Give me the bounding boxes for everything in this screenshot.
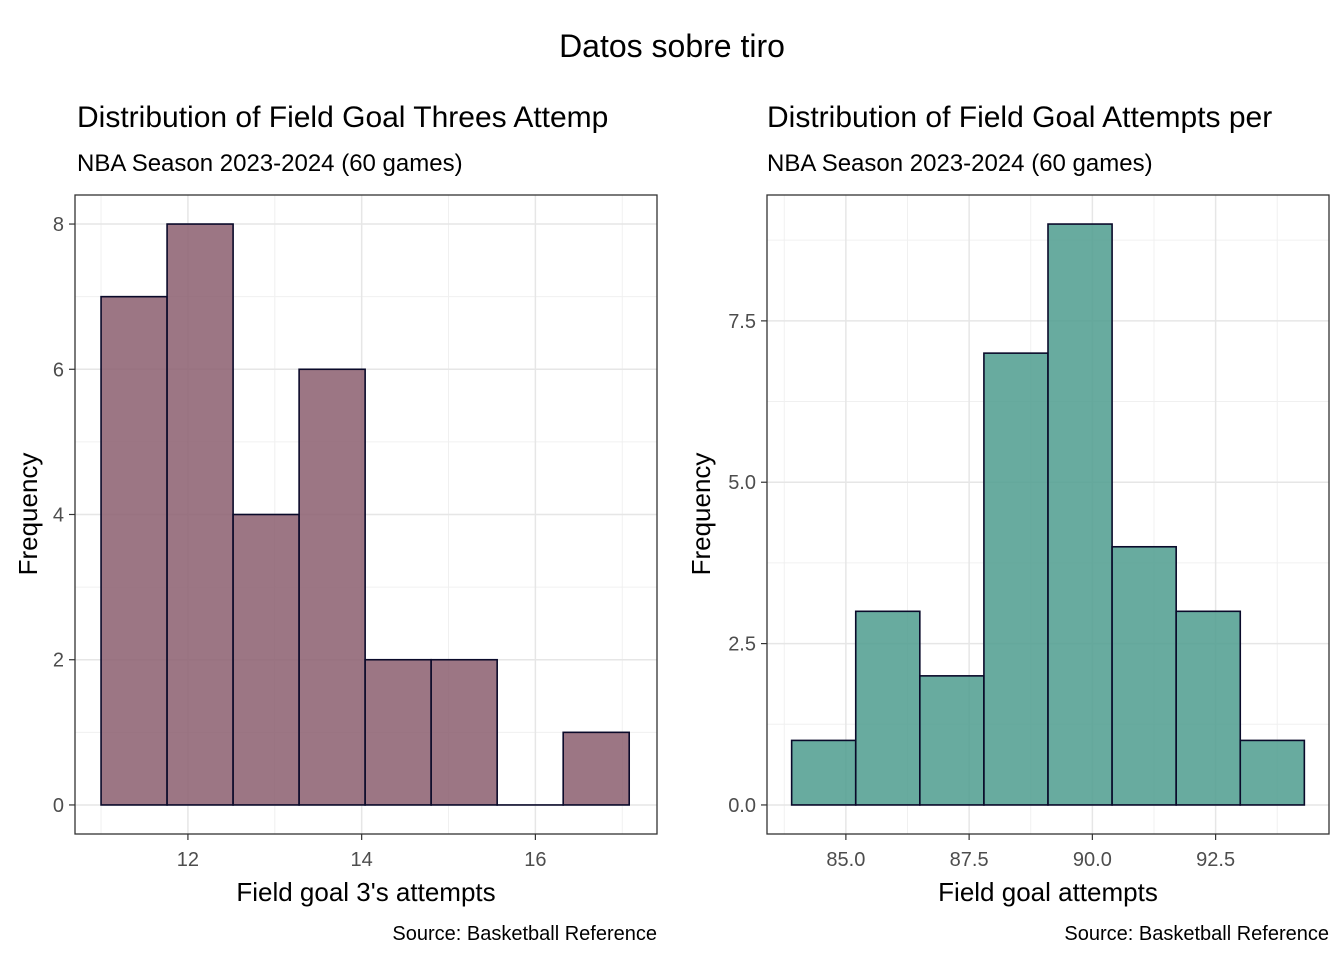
right-panel: Distribution of Field Goal Attempts per … — [686, 101, 1330, 945]
left-y-tick-label: 8 — [53, 214, 64, 236]
right-y-axis-label: Frequency — [686, 453, 716, 576]
right-bars — [790, 223, 1306, 806]
left-panel: Distribution of Field Goal Threes Attemp… — [13, 101, 658, 945]
right-x-ticks: 85.0 87.5 90.0 92.5 — [826, 834, 1235, 871]
right-panel-subtitle: NBA Season 2023-2024 (60 games) — [767, 150, 1153, 177]
left-histogram-bar — [562, 731, 631, 806]
left-histogram-bar — [100, 295, 168, 806]
left-y-tick-label: 2 — [53, 650, 64, 672]
right-histogram-bar — [854, 610, 921, 806]
right-x-tick-label: 87.5 — [950, 849, 989, 871]
left-histogram-bar — [364, 658, 432, 806]
left-panel-title: Distribution of Field Goal Threes Attemp — [77, 101, 608, 134]
right-x-axis-label: Field goal attempts — [938, 877, 1158, 907]
left-histogram-bar — [298, 368, 366, 806]
right-y-tick-label: 7.5 — [728, 311, 756, 333]
left-histogram-bar — [232, 513, 300, 806]
right-histogram-bar — [1239, 739, 1306, 806]
left-y-tick-label: 4 — [53, 505, 64, 527]
right-y-ticks: 0.0 2.5 5.0 7.5 — [728, 311, 767, 817]
right-histogram-bar — [1047, 223, 1113, 806]
right-y-tick-label: 5.0 — [728, 472, 756, 494]
left-x-axis-label: Field goal 3's attempts — [236, 877, 495, 907]
left-y-ticks: 0 2 4 6 8 — [53, 214, 75, 817]
right-caption: Source: Basketball Reference — [1064, 923, 1329, 945]
left-histogram-bar — [430, 658, 498, 806]
right-panel-title: Distribution of Field Goal Attempts per — [767, 101, 1272, 134]
right-x-tick-label: 85.0 — [826, 849, 865, 871]
left-x-ticks: 12 14 16 — [177, 834, 547, 871]
left-caption: Source: Basketball Reference — [392, 923, 657, 945]
right-x-tick-label: 90.0 — [1073, 849, 1112, 871]
right-panel-border — [766, 194, 1330, 835]
right-x-tick-label: 92.5 — [1196, 849, 1235, 871]
left-bars — [100, 223, 631, 806]
left-x-tick-label: 16 — [524, 849, 546, 871]
left-y-tick-label: 6 — [53, 359, 64, 381]
right-histogram-bar — [1111, 545, 1177, 806]
left-x-tick-label: 14 — [351, 849, 373, 871]
left-panel-subtitle: NBA Season 2023-2024 (60 games) — [77, 150, 463, 177]
left-x-tick-label: 12 — [177, 849, 199, 871]
right-histogram-bar — [919, 675, 985, 806]
left-y-tick-label: 0 — [53, 795, 64, 817]
left-histogram-bar — [166, 223, 234, 806]
left-y-axis-label: Frequency — [13, 453, 43, 576]
right-histogram-bar — [983, 352, 1049, 806]
right-y-tick-label: 2.5 — [728, 634, 756, 656]
right-histogram-bar — [1175, 610, 1242, 806]
right-y-tick-label: 0.0 — [728, 795, 756, 817]
figure-title: Datos sobre tiro — [559, 28, 785, 64]
right-histogram-bar — [790, 739, 857, 806]
